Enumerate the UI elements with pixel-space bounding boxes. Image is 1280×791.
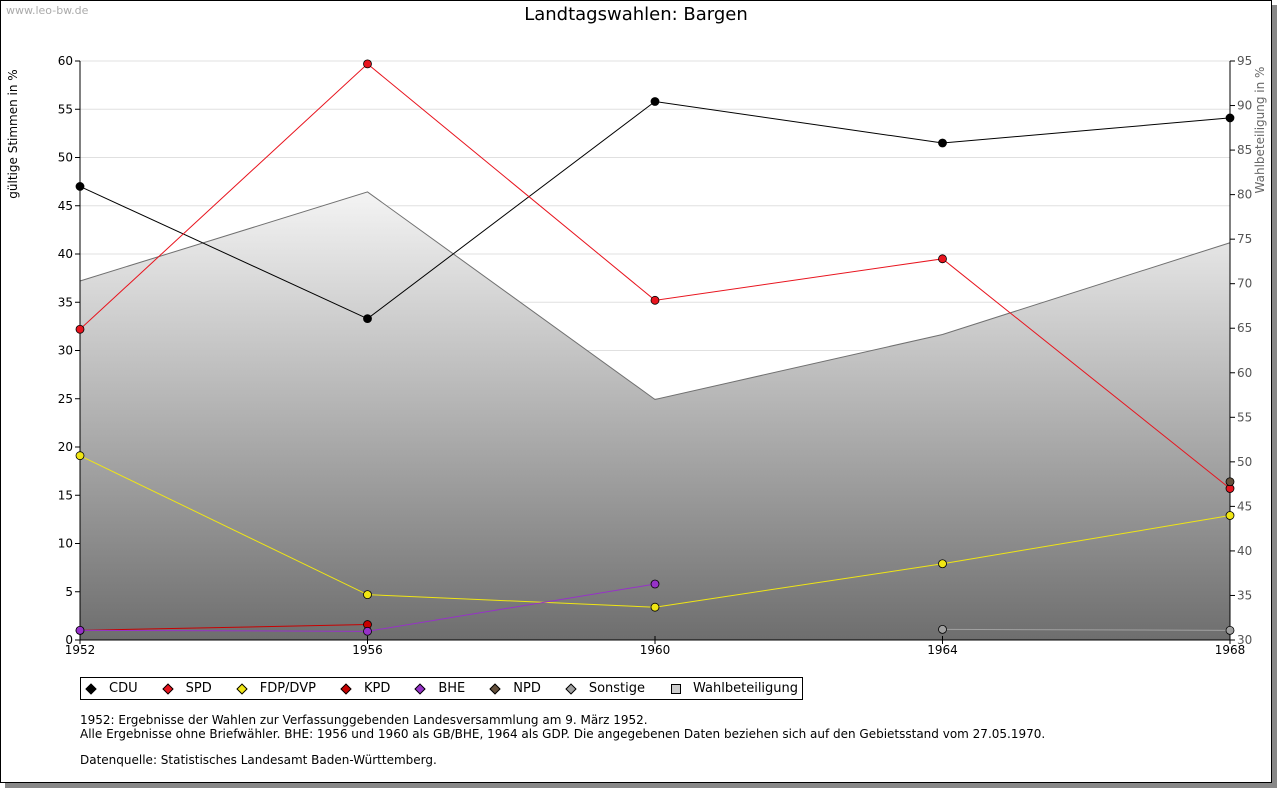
legend-item: SPD — [161, 681, 212, 696]
y-tick-label: 25 — [58, 392, 73, 406]
legend-item: Wahlbeteiligung — [671, 681, 798, 696]
y2-tick-label: 55 — [1237, 410, 1252, 424]
y2-tick-label: 60 — [1237, 366, 1252, 380]
x-tick-label: 1968 — [1215, 643, 1246, 657]
y2-tick-label: 30 — [1237, 633, 1252, 647]
y2-tick-label: 75 — [1237, 232, 1252, 246]
legend-label: KPD — [363, 681, 391, 696]
y2-tick-label: 40 — [1237, 544, 1252, 558]
data-point — [938, 559, 947, 569]
data-point — [938, 138, 947, 148]
legend-marker — [236, 682, 248, 695]
data-point — [75, 324, 85, 334]
data-source: Datenquelle: Statistisches Landesamt Bad… — [80, 753, 437, 767]
legend-item: FDP/DVP — [236, 681, 316, 696]
data-point — [75, 451, 85, 461]
y2-tick-label: 35 — [1237, 588, 1252, 602]
legend-label: CDU — [109, 681, 138, 696]
x-tick-label: 1952 — [65, 643, 96, 657]
x-tick-label: 1956 — [352, 643, 383, 657]
legend-item: Sonstige — [565, 681, 646, 696]
data-point — [938, 254, 947, 264]
legend-marker — [671, 683, 682, 694]
legend-marker — [489, 682, 501, 695]
data-point — [363, 314, 372, 324]
turnout-area-layer — [79, 191, 1231, 641]
data-point — [1225, 511, 1235, 520]
data-point — [363, 59, 372, 69]
y-tick-label: 40 — [58, 247, 73, 261]
legend-marker — [161, 682, 174, 695]
y2-tick-label: 70 — [1237, 277, 1252, 291]
y-tick-label: 45 — [58, 199, 73, 213]
data-point — [650, 97, 660, 106]
legend-marker — [85, 682, 97, 695]
y-tick-label: 0 — [65, 633, 73, 647]
legend-item: NPD — [489, 681, 541, 696]
footnote-2: Alle Ergebnisse ohne Briefwähler. BHE: 1… — [80, 727, 1046, 741]
legend-label: BHE — [438, 681, 466, 696]
turnout-area — [80, 191, 1230, 641]
y-tick-label: 60 — [58, 54, 73, 68]
data-point — [1225, 625, 1235, 635]
y-tick-label: 20 — [58, 440, 73, 454]
x-tick-label: 1964 — [927, 643, 958, 657]
legend-label: NPD — [513, 681, 541, 696]
data-point — [75, 625, 85, 635]
series-line — [942, 628, 1231, 631]
y2-tick-label: 85 — [1237, 143, 1252, 157]
legend-label: FDP/DVP — [259, 681, 316, 696]
turnout-line — [79, 191, 1231, 401]
y2-tick-label: 90 — [1237, 99, 1252, 113]
y2-tick-label: 50 — [1237, 455, 1252, 469]
data-point — [650, 295, 660, 305]
footnote-1: 1952: Ergebnisse der Wahlen zur Verfassu… — [80, 713, 648, 727]
data-point — [363, 626, 372, 636]
data-point — [363, 590, 372, 600]
data-point — [75, 182, 85, 191]
y-tick-label: 55 — [58, 102, 73, 116]
legend-label: SPD — [185, 681, 212, 696]
data-point — [1225, 113, 1235, 123]
data-point — [1225, 477, 1235, 487]
legend-item: BHE — [414, 681, 466, 696]
y-tick-label: 35 — [58, 295, 73, 309]
y-tick-label: 50 — [58, 151, 73, 165]
legend-marker — [414, 682, 426, 695]
data-point — [938, 624, 947, 634]
legend-item: KPD — [340, 681, 391, 696]
legend: CDU SPD FDP/DVP KPD BHE NPD Sonstige Wahlbeteil… — [80, 677, 804, 700]
series-line — [79, 624, 368, 631]
chart-area: 0 5 10 15 20 25 30 35 40 45 50 55 60 30 35 40 45 50 55 60 65… — [6, 54, 1267, 657]
y2-axis-label: Wahlbeteiligung in % — [1253, 67, 1267, 194]
legend-label: Wahlbeteiligung — [693, 681, 799, 696]
y2-tick-label: 65 — [1237, 321, 1252, 335]
y2-tick-label: 95 — [1237, 54, 1252, 68]
data-point — [650, 579, 660, 589]
watermark: www.leo-bw.de — [6, 4, 89, 17]
y2-tick-label: 45 — [1237, 499, 1252, 513]
footnotes: 1952: Ergebnisse der Wahlen zur Verfassu… — [80, 713, 1045, 741]
legend-label: Sonstige — [588, 681, 646, 696]
legend-item: CDU — [85, 681, 138, 696]
y-tick-label: 10 — [58, 537, 73, 551]
x-tick-label: 1960 — [640, 643, 671, 657]
y-tick-label: 30 — [58, 344, 73, 358]
axes: 0 5 10 15 20 25 30 35 40 45 50 55 60 30 35 40 45 50 55 60 65… — [58, 54, 1253, 657]
data-point — [650, 602, 660, 612]
y2-tick-label: 80 — [1237, 188, 1252, 202]
series-layer — [75, 59, 1235, 636]
y-tick-label: 15 — [58, 488, 73, 502]
legend-marker — [565, 682, 577, 695]
chart-title: Landtagswahlen: Bargen — [524, 4, 748, 25]
y-axis-label: gültige Stimmen in % — [6, 69, 20, 198]
legend-marker — [340, 682, 352, 695]
y-tick-label: 5 — [65, 585, 73, 599]
